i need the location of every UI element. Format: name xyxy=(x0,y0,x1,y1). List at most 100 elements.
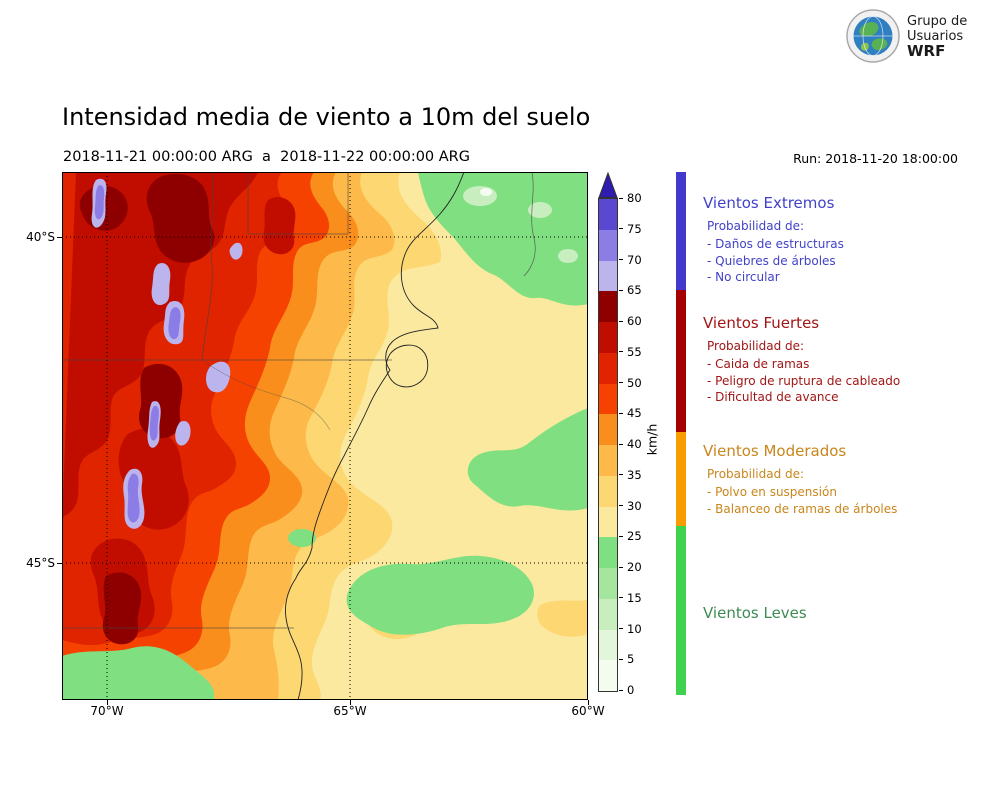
legend-item: - Polvo en suspensión xyxy=(707,485,837,499)
wind-field-70-75 xyxy=(94,185,181,523)
model-run-label: Run: 2018-11-20 18:00:00 xyxy=(793,151,958,166)
legend-category-strip xyxy=(676,172,686,695)
legend-section-title: Vientos Extremos xyxy=(703,194,835,212)
colorbar-segment-25-30 xyxy=(599,506,617,538)
logo-text: Grupo de Usuarios WRF xyxy=(907,14,967,59)
legend-strip-segment-1 xyxy=(676,290,686,432)
x-axis-label-60w: 60°W xyxy=(571,704,605,718)
colorbar-segment-55-60 xyxy=(599,322,617,353)
colorbar-tick-label-25: 25 xyxy=(627,529,642,544)
colorbar-segment-15-20 xyxy=(599,568,617,599)
province-borders xyxy=(62,172,536,629)
legend-section-2: Vientos Moderados Probabilidad de: - Polvo… xyxy=(703,442,897,517)
logo-line3: WRF xyxy=(907,41,946,60)
colorbar-tick-label-0: 0 xyxy=(627,683,635,697)
colorbar-tickmark-20 xyxy=(619,566,623,568)
colorbar-segment-0-5 xyxy=(599,660,617,691)
legend-item: - Dificultad de avance xyxy=(707,390,839,404)
colorbar-tick-label-60: 60 xyxy=(627,314,642,328)
legend-item: - Caida de ramas xyxy=(707,357,810,371)
colorbar-tickmark-80 xyxy=(619,197,623,199)
colorbar-tick-label-5: 5 xyxy=(627,652,635,667)
legend-item: - Quiebres de árboles xyxy=(707,253,836,268)
colorbar: 0 5 10 15 20 25 30 35 40 45 50 55 60 65 70 75 80 xyxy=(598,172,642,697)
x-tickmark xyxy=(350,700,351,705)
x-tickmark xyxy=(588,700,589,705)
wrf-logo: Grupo de Usuarios WRF xyxy=(846,9,967,63)
colorbar-tick-label-70: 70 xyxy=(627,252,642,267)
colorbar-tickmark-35 xyxy=(619,474,623,476)
y-axis-label-40s: 40°S xyxy=(26,230,55,244)
map-frame xyxy=(62,172,588,700)
legend-probability-label: Probabilidad de: xyxy=(707,219,805,233)
colorbar-tickmark-50 xyxy=(619,382,623,383)
wind-map-panel xyxy=(62,172,588,700)
colorbar-tickmark-75 xyxy=(619,228,623,230)
x-axis-label-65w: 65°W xyxy=(333,704,367,718)
colorbar-segment-65-70 xyxy=(599,260,617,292)
legend-item: - Balanceo de ramas de árboles xyxy=(707,501,898,516)
colorbar-segment-45-50 xyxy=(599,383,617,415)
colorbar-segment-60-65 xyxy=(599,291,617,322)
coastline xyxy=(285,172,465,700)
page-title: Intensidad media de viento a 10m del sue… xyxy=(62,103,591,131)
colorbar-segment-30-35 xyxy=(599,475,617,507)
x-axis-label-70w: 70°W xyxy=(90,704,124,718)
logo-line2: Usuarios xyxy=(907,28,964,44)
colorbar-tickmark-70 xyxy=(619,259,623,260)
wind-map xyxy=(62,172,588,700)
legend-section-title: Vientos Moderados xyxy=(703,442,847,460)
y-tickmark xyxy=(57,237,62,238)
colorbar-tick-label-45: 45 xyxy=(627,406,642,421)
legend-section-3: Vientos Leves xyxy=(703,604,807,629)
colorbar-unit-label: km/h xyxy=(644,423,660,456)
wind-field-10-15-green xyxy=(463,186,578,263)
valid-period-subtitle: 2018-11-21 00:00:00 ARG a 2018-11-22 00:… xyxy=(63,149,470,165)
colorbar-tickmark-0 xyxy=(619,689,623,691)
colorbar-tickmark-60 xyxy=(619,320,623,322)
legend-section-title: Vientos Fuertes xyxy=(703,314,820,332)
colorbar-tickmark-25 xyxy=(619,535,623,537)
legend-probability-label: Probabilidad de: xyxy=(707,467,805,481)
legend-section-title: Vientos Leves xyxy=(703,604,807,622)
colorbar-tickmark-5 xyxy=(619,658,623,660)
colorbar-tick-label-15: 15 xyxy=(627,590,642,605)
colorbar-segment-75-80 xyxy=(599,199,617,230)
wind-field-0-5 xyxy=(480,188,492,196)
colorbar-tick-label-80: 80 xyxy=(627,191,642,205)
colorbar-segment-50-55 xyxy=(599,352,617,384)
legend-probability-label: Probabilidad de: xyxy=(707,339,805,353)
colorbar-segment-10-15 xyxy=(599,598,617,630)
colorbar-tick-label-20: 20 xyxy=(627,560,642,574)
y-tickmark xyxy=(57,563,62,564)
globe-icon xyxy=(846,9,900,63)
legend-section-1: Vientos Fuertes Probabilidad de: - Caida d… xyxy=(703,314,900,406)
colorbar-tickmark-55 xyxy=(619,351,623,353)
y-axis-label-45s: 45°S xyxy=(26,556,55,570)
colorbar-tick-label-30: 30 xyxy=(627,498,642,513)
colorbar-tickmark-10 xyxy=(619,628,623,629)
colorbar-tick-label-65: 65 xyxy=(627,283,642,298)
legend-sections: Vientos Extremos Probabilidad de: - Daños … xyxy=(703,172,995,717)
x-tickmark xyxy=(107,700,108,705)
colorbar-over-arrow xyxy=(598,172,618,198)
colorbar-tick-label-35: 35 xyxy=(627,467,642,482)
colorbar-segments xyxy=(598,198,618,692)
colorbar-segment-70-75 xyxy=(599,229,617,261)
legend-item: - Peligro de ruptura de cableado xyxy=(707,373,901,388)
colorbar-tickmark-65 xyxy=(619,289,623,291)
legend-strip-segment-3 xyxy=(676,526,686,695)
logo-line1: Grupo de xyxy=(907,13,968,29)
colorbar-tickmark-30 xyxy=(619,505,623,506)
colorbar-tickmark-45 xyxy=(619,412,623,414)
colorbar-segment-35-40 xyxy=(599,445,617,476)
legend-strip-segment-0 xyxy=(676,172,686,290)
colorbar-tick-label-55: 55 xyxy=(627,344,642,359)
legend-section-0: Vientos Extremos Probabilidad de: - Daños … xyxy=(703,194,844,286)
colorbar-tick-label-40: 40 xyxy=(627,437,642,451)
legend-item: - No circular xyxy=(707,270,780,284)
graticule xyxy=(62,172,588,700)
colorbar-segment-40-45 xyxy=(599,414,617,445)
colorbar-segment-5-10 xyxy=(599,629,617,661)
